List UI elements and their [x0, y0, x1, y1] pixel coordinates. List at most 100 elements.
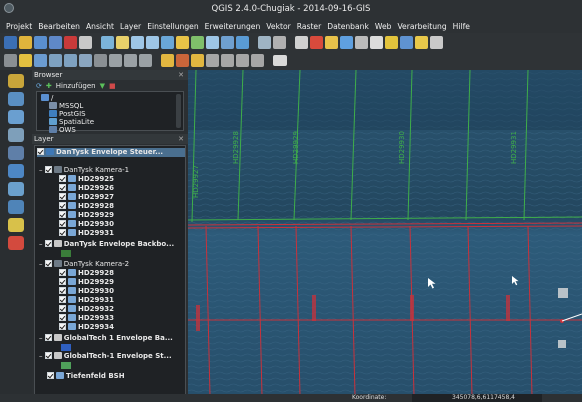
measure-line-icon[interactable] [370, 35, 383, 49]
layer-item[interactable]: HD29925 [59, 174, 114, 184]
zoom-out-icon[interactable] [146, 35, 159, 49]
python-console-icon[interactable] [273, 55, 287, 66]
edit-pencil-icon[interactable] [4, 54, 17, 67]
layer-item[interactable]: HD29931 [59, 228, 114, 238]
save-edits-icon[interactable] [34, 54, 47, 67]
remove-layer-icon[interactable] [8, 236, 24, 250]
field-calculator-icon[interactable] [325, 35, 338, 49]
delete-selected-icon[interactable] [94, 54, 107, 67]
statistics-icon[interactable] [355, 35, 368, 49]
browser-item-spatialite[interactable]: SpatiaLite [49, 117, 94, 126]
add-spatialite-icon[interactable] [8, 128, 24, 142]
menu-erweiterungen[interactable]: Erweiterungen [204, 22, 261, 31]
zoom-in-icon[interactable] [131, 35, 144, 49]
menu-vektor[interactable]: Vektor [266, 22, 291, 31]
layer-item[interactable]: Tiefenfeld BSH [47, 371, 125, 381]
attribute-table-icon[interactable] [340, 35, 353, 49]
layer-item[interactable]: DanTysk Envelope Steuer... [37, 147, 185, 157]
bookmark-icon[interactable] [400, 35, 413, 49]
layer-item[interactable]: HD29926 [59, 183, 114, 193]
add-wms-icon[interactable] [8, 164, 24, 178]
zoom-native-icon[interactable] [206, 35, 219, 49]
zoom-full-icon[interactable] [161, 35, 174, 49]
layer-item[interactable]: HD29928 [59, 201, 114, 211]
save-as-icon[interactable] [49, 35, 62, 49]
label-rotate-icon[interactable] [221, 54, 234, 67]
label-change-icon[interactable] [236, 54, 249, 67]
copy-features-icon[interactable] [124, 54, 137, 67]
layer-item[interactable]: HD29934 [59, 322, 114, 332]
menu-raster[interactable]: Raster [296, 22, 322, 31]
add-raster-layer-icon[interactable] [8, 92, 24, 106]
layer-item[interactable]: HD29930 [59, 286, 114, 296]
zoom-last-icon[interactable] [221, 35, 234, 49]
zoom-selection-icon[interactable] [176, 35, 189, 49]
layer-item[interactable]: HD29928 [59, 268, 114, 278]
annotation-icon[interactable] [415, 35, 428, 49]
move-feature-icon[interactable] [64, 54, 77, 67]
composer-manager-icon[interactable] [79, 35, 92, 49]
menu-datenbank[interactable]: Datenbank [327, 22, 369, 31]
pan-to-selection-icon[interactable] [116, 35, 129, 49]
layer-item[interactable]: – GlobalTech-1 Envelope St... [39, 351, 172, 360]
layer-item[interactable]: HD29933 [59, 313, 114, 323]
layer-item[interactable]: HD29932 [59, 304, 114, 314]
map-canvas[interactable]: HD29927 HD29928 HD29929 HD29930 HD29931 [188, 70, 582, 396]
menu-hilfe[interactable]: Hilfe [452, 22, 470, 31]
menu-bearbeiten[interactable]: Bearbeiten [38, 22, 80, 31]
new-project-icon[interactable] [4, 35, 17, 49]
layer-item[interactable]: – GlobalTech 1 Envelope Ba... [39, 333, 173, 342]
add-mssql-icon[interactable] [8, 146, 24, 160]
save-project-icon[interactable] [34, 35, 47, 49]
add-postgis-icon[interactable] [8, 110, 24, 124]
add-feature-icon[interactable] [49, 54, 62, 67]
identify-icon[interactable] [258, 35, 271, 49]
close-icon[interactable]: ✕ [178, 71, 184, 79]
open-project-icon[interactable] [19, 35, 32, 49]
add-wcs-icon[interactable] [8, 182, 24, 196]
label-diagram-icon[interactable] [251, 54, 264, 67]
text-annotation-icon[interactable] [430, 35, 443, 49]
map-tips-icon[interactable] [385, 35, 398, 49]
deselect-icon[interactable] [310, 35, 323, 49]
select-icon[interactable] [273, 35, 286, 49]
menu-layer[interactable]: Layer [120, 22, 142, 31]
label-move-icon[interactable] [206, 54, 219, 67]
add-icon[interactable]: ✚ [45, 82, 52, 90]
add-wfs-icon[interactable] [8, 200, 24, 214]
menu-einstellungen[interactable]: Einstellungen [147, 22, 199, 31]
layer-item[interactable]: HD29931 [59, 295, 114, 305]
cut-features-icon[interactable] [109, 54, 122, 67]
paste-features-icon[interactable] [139, 54, 152, 67]
add-vector-layer-icon[interactable] [8, 74, 24, 88]
measure-icon[interactable] [295, 35, 308, 49]
print-composer-icon[interactable] [64, 35, 77, 49]
refresh-icon[interactable] [236, 35, 249, 49]
menu-projekt[interactable]: Projekt [6, 22, 33, 31]
coordinate-field[interactable]: 345078,6,6117458,4 [412, 394, 542, 402]
refresh-icon[interactable]: ⟳ [36, 82, 42, 90]
add-button[interactable]: Hinzufügen [55, 82, 96, 90]
label-icon[interactable] [161, 54, 174, 67]
layer-item[interactable]: HD29929 [59, 277, 114, 287]
pan-icon[interactable] [101, 35, 114, 49]
qgis-app-icon[interactable] [4, 3, 14, 13]
map-marker[interactable] [558, 340, 566, 348]
layer-item[interactable]: HD29927 [59, 192, 114, 202]
toggle-editing-icon[interactable] [19, 54, 32, 67]
node-tool-icon[interactable] [79, 54, 92, 67]
new-shapefile-icon[interactable] [8, 218, 24, 232]
browser-scrollbar[interactable] [176, 94, 181, 128]
zoom-layer-icon[interactable] [191, 35, 204, 49]
label-show-icon[interactable] [191, 54, 204, 67]
map-marker[interactable] [558, 288, 568, 298]
close-icon[interactable]: ✕ [178, 135, 184, 143]
layer-item[interactable]: HD29930 [59, 219, 114, 229]
menu-verarbeitung[interactable]: Verarbeitung [397, 22, 447, 31]
collapse-icon[interactable]: ■ [108, 82, 116, 90]
layer-group[interactable]: – DanTysk Kamera-2 [39, 259, 130, 268]
menu-ansicht[interactable]: Ansicht [85, 22, 114, 31]
filter-icon[interactable]: ▼ [99, 82, 105, 90]
layer-item[interactable]: HD29929 [59, 210, 114, 220]
browser-item-ows[interactable]: OWS [49, 125, 76, 134]
